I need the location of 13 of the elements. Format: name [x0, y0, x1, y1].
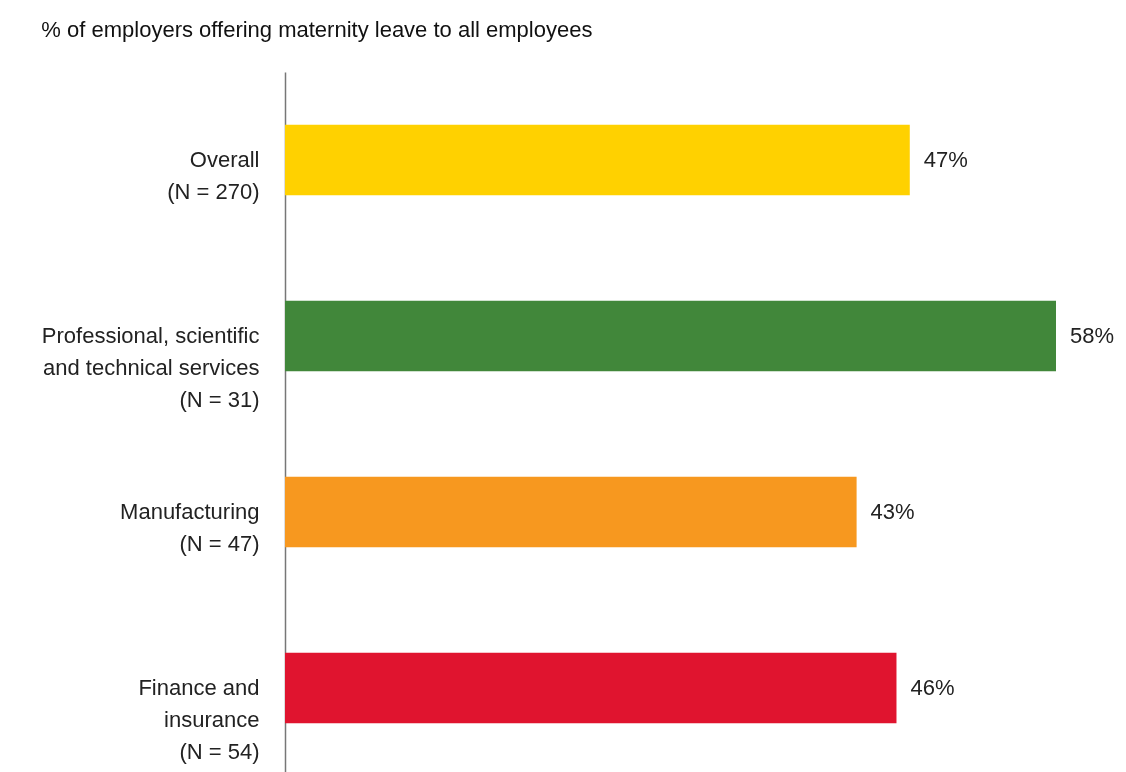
bar	[285, 476, 857, 548]
bar	[285, 300, 1056, 372]
y-tick-label: Overall (N = 270)	[167, 147, 260, 204]
bar	[285, 124, 910, 196]
data-label: 58%	[1070, 323, 1115, 348]
data-label: 46%	[910, 675, 955, 700]
y-tick-label: Professional, scientific and technical services (N = 31)	[41, 323, 260, 412]
data-label: 43%	[870, 499, 915, 524]
bar	[285, 652, 897, 724]
chart-title: % of employers offering maternity leave to all employees	[41, 17, 593, 42]
y-tick-label: Manufacturing (N = 47)	[120, 499, 260, 556]
data-label: 47%	[923, 147, 968, 172]
y-tick-label: Finance and insurance (N = 54)	[138, 675, 260, 764]
